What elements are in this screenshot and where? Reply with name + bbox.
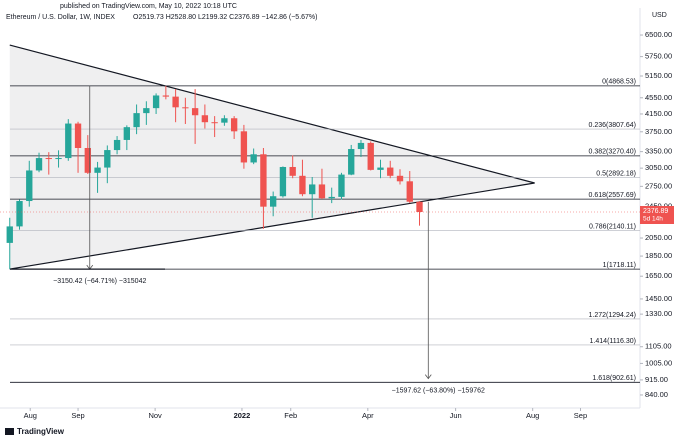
fib-label: 0.382(3270.40) [589, 149, 636, 156]
x-tick-label: Nov [148, 411, 162, 420]
measure-arrow [424, 374, 432, 380]
logo-mark [5, 428, 14, 435]
candle-body [396, 175, 404, 182]
countdown-label: 5d 14h [643, 216, 663, 223]
candle-body [260, 154, 267, 207]
candle-body [152, 95, 160, 109]
candle-body [416, 201, 423, 212]
published-note: published on TradingView.com, May 10, 20… [60, 3, 237, 10]
x-tick-label: Aug [24, 411, 37, 420]
candle-body [211, 122, 218, 124]
y-tick-label: 1005.00 [645, 358, 672, 367]
candle-body [240, 131, 248, 163]
candle-body [309, 184, 316, 195]
candle-body [328, 196, 335, 199]
y-tick-label: 3750.00 [645, 127, 672, 136]
candle-body [230, 118, 238, 132]
chart-title: Ethereum / U.S. Dollar, 1W, INDEX [6, 14, 115, 21]
candle-body [45, 158, 52, 160]
x-tick-label: Sep [574, 411, 587, 420]
candle-body [6, 226, 13, 243]
candle-body [65, 123, 72, 159]
currency-label: USD [652, 12, 667, 19]
candle-body [357, 142, 365, 150]
y-tick-label: 6500.00 [645, 30, 672, 39]
fib-label: 0.618(2557.69) [589, 192, 636, 199]
candle-body [123, 127, 130, 140]
footer-logo: TradingView [5, 427, 65, 436]
fib-label: 1(1718.11) [603, 262, 636, 269]
candle-body [133, 113, 140, 128]
y-tick-label: 1650.00 [645, 271, 672, 280]
y-tick-label: 840.00 [645, 390, 668, 399]
y-tick-label: 4150.00 [645, 109, 672, 118]
candle-body [338, 174, 345, 197]
candle-body [221, 118, 228, 123]
y-tick-label: 3050.00 [645, 163, 672, 172]
y-tick-label: 3350.00 [645, 147, 672, 156]
candle-body [289, 166, 296, 176]
candle-body [172, 96, 179, 108]
triangle-fill [9, 45, 535, 270]
measure-label: −3150.42 (−64.71%) −315042 [53, 278, 146, 285]
candle-body [16, 201, 23, 227]
candle-body [406, 181, 413, 202]
candle-body [55, 158, 62, 160]
candle-body [279, 166, 287, 197]
candle-body [250, 154, 257, 163]
x-tick-label: Sep [71, 411, 84, 420]
candle-body [318, 184, 326, 199]
candle-body [84, 147, 91, 173]
candle-body [74, 123, 82, 148]
y-tick-label: 2050.00 [645, 233, 672, 242]
trendline [9, 182, 535, 270]
x-tick-label: Aug [526, 411, 539, 420]
fib-label: 0.786(2140.11) [589, 223, 636, 230]
candle-body [143, 108, 150, 114]
y-tick-label: 5150.00 [645, 71, 672, 80]
measure-label: −1597.62 (−63.80%) −159762 [392, 387, 485, 394]
fib-label: 0.236(3807.64) [589, 122, 636, 129]
candle-body [94, 167, 101, 173]
ohlc-legend: O2519.73 H2528.80 L2199.32 C2376.89 −142… [133, 14, 317, 21]
x-tick-label: Apr [362, 411, 374, 420]
candle-body [348, 149, 355, 175]
fib-label: 1.618(902.61) [592, 375, 636, 382]
fib-label: 1.414(1116.30) [590, 338, 636, 345]
candle-body [201, 115, 209, 123]
price-tag-label: 2376.89 [643, 208, 668, 215]
y-tick-label: 4550.00 [645, 93, 672, 102]
footer-brand: TradingView [17, 427, 65, 436]
candle-body [26, 170, 33, 202]
candle-body [299, 175, 306, 195]
candle-body [270, 196, 277, 207]
x-tick-label: Jun [450, 411, 462, 420]
price-tag [640, 205, 674, 224]
candle-body [387, 167, 394, 176]
candle-body [182, 107, 189, 109]
candle-body [367, 142, 374, 170]
y-tick-label: 5750.00 [645, 52, 672, 61]
x-tick-label: Feb [284, 411, 297, 420]
trendline [9, 44, 535, 184]
fib-label: 0(4868.53) [602, 79, 636, 86]
fib-label: 1.272(1294.24) [589, 312, 636, 319]
candle-body [377, 167, 384, 170]
y-tick-label: 2750.00 [645, 181, 672, 190]
y-tick-label: 1850.00 [645, 251, 672, 260]
candle-body [162, 95, 170, 97]
candle-body [35, 158, 43, 171]
candle-body [113, 139, 121, 151]
y-tick-label: 1330.00 [645, 309, 672, 318]
y-tick-label: 1450.00 [645, 294, 672, 303]
candle-body [104, 150, 111, 168]
y-tick-label: 1105.00 [645, 342, 672, 351]
x-tick-label: 2022 [234, 411, 251, 420]
candle-body [191, 108, 199, 116]
fib-label: 0.5(2892.18) [596, 170, 636, 177]
y-tick-label: 915.00 [645, 375, 668, 384]
